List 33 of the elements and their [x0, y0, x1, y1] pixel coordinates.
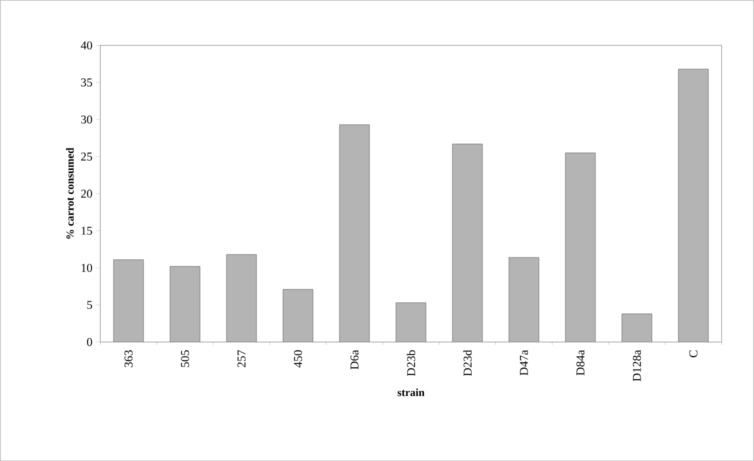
bar — [396, 302, 426, 342]
y-tick-label: 5 — [87, 300, 92, 309]
bar — [339, 124, 370, 342]
y-tick-label: 0 — [87, 338, 92, 346]
bar — [565, 152, 596, 342]
bar — [170, 266, 200, 342]
x-tick-label: C — [689, 350, 698, 358]
y-tick-label: 20 — [81, 190, 92, 198]
x-tick-label: D84a — [576, 350, 584, 376]
x-tick-label: D6a — [350, 350, 358, 370]
y-tick-label: 40 — [80, 41, 92, 50]
x-axis-title: strain — [398, 388, 424, 396]
x-tick-label: D23b — [406, 350, 416, 376]
x-tick-label: 257 — [237, 350, 246, 368]
y-tick-label: 35 — [81, 78, 92, 86]
bar — [282, 289, 314, 342]
y-tick-label: 15 — [82, 226, 92, 235]
bar — [508, 257, 540, 342]
x-tick-label: 363 — [124, 350, 133, 367]
x-tick-label: 505 — [180, 350, 190, 367]
y-axis-title: % carrot consumed — [66, 148, 74, 239]
x-tick-label: D47a — [520, 350, 528, 376]
bar — [113, 259, 144, 342]
x-tick-label: D128a — [632, 350, 641, 382]
x-tick-label: 450 — [294, 350, 302, 368]
bar — [452, 144, 483, 342]
x-tick-label: D23d — [463, 350, 472, 376]
bar — [226, 254, 257, 342]
y-tick-label: 10 — [82, 264, 92, 272]
y-tick-label: 30 — [81, 115, 92, 124]
y-tick-label: 25 — [81, 152, 92, 160]
bar — [622, 314, 652, 342]
bar — [678, 68, 709, 342]
